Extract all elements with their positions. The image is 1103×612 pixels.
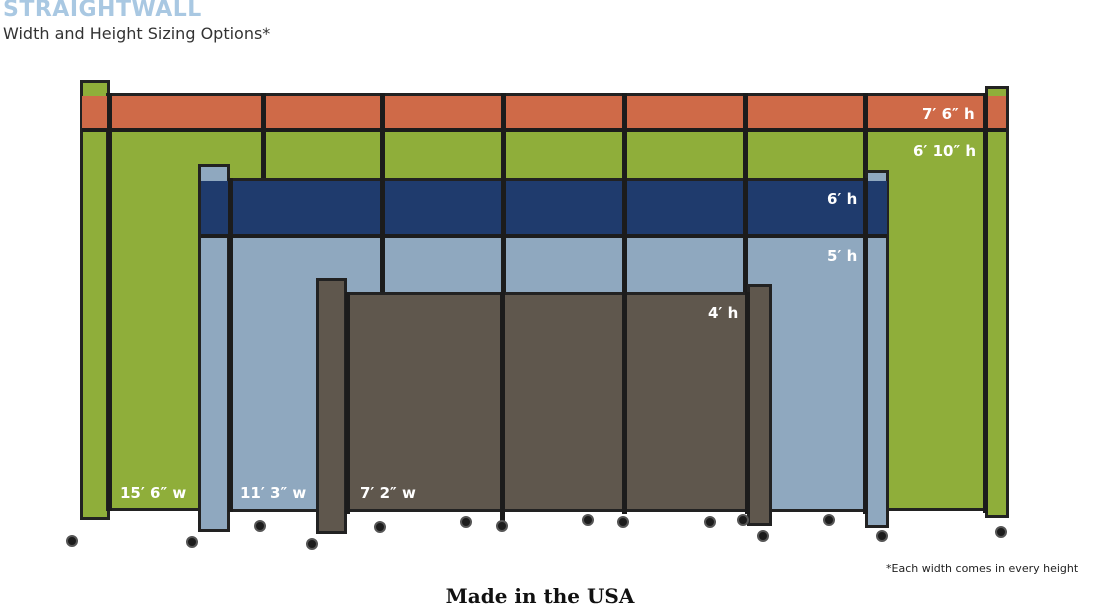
post <box>745 292 750 514</box>
height-label-4ft: 4′ h <box>708 304 739 322</box>
width-label-11ft3: 11′ 3″ w <box>240 484 307 502</box>
rail <box>201 234 887 238</box>
post <box>380 178 385 294</box>
made-in-usa: Made in the USA <box>445 584 635 608</box>
post <box>345 292 350 514</box>
caster-wheel <box>460 516 472 528</box>
height-label-6ft10: 6′ 10″ h <box>913 142 977 160</box>
brand-title: STRAIGHTWALL <box>3 0 202 22</box>
navy-extension-strip <box>201 181 887 236</box>
post <box>380 93 385 193</box>
rail <box>82 128 1006 132</box>
caster-wheel <box>617 516 629 528</box>
caster-wheel <box>704 516 716 528</box>
post <box>743 93 748 193</box>
caster-wheel <box>757 530 769 542</box>
caster-wheel <box>186 536 198 548</box>
height-label-7ft6: 7′ 6″ h <box>922 105 975 123</box>
caster-wheel <box>582 514 594 526</box>
post <box>622 292 627 514</box>
caster-wheel <box>995 526 1007 538</box>
caster-wheel <box>496 520 508 532</box>
post <box>863 178 868 514</box>
subtitle: Width and Height Sizing Options* <box>3 24 271 43</box>
caster-wheel <box>737 514 749 526</box>
large-wall-right-wing <box>985 86 1009 518</box>
post <box>622 178 627 294</box>
caster-wheel <box>66 535 78 547</box>
caster-wheel <box>876 530 888 542</box>
caster-wheel <box>374 521 386 533</box>
caster-wheel <box>823 514 835 526</box>
post <box>863 93 868 193</box>
post <box>501 93 506 193</box>
width-label-7ft2: 7′ 2″ w <box>360 484 416 502</box>
small-wall <box>344 292 750 512</box>
height-label-5ft: 5′ h <box>827 247 858 265</box>
post <box>261 93 266 193</box>
post <box>501 178 506 294</box>
post <box>983 93 988 513</box>
orange-extension-strip <box>82 96 1006 130</box>
post <box>107 93 112 511</box>
post <box>228 178 233 512</box>
post <box>500 292 505 522</box>
small-wall-left-wing <box>316 278 347 534</box>
large-wall-left-wing <box>80 80 110 520</box>
caster-wheel <box>306 538 318 550</box>
height-label-6ft: 6′ h <box>827 190 858 208</box>
footnote: *Each width comes in every height <box>886 562 1079 575</box>
post <box>743 178 748 294</box>
caster-wheel <box>254 520 266 532</box>
post <box>622 93 627 193</box>
width-label-15ft6: 15′ 6″ w <box>120 484 187 502</box>
small-wall-right-wing <box>747 284 772 526</box>
partition-illustration: 7′ 6″ h 6′ 10″ h 6′ h 5′ h 4′ h 15′ 6″ w… <box>66 80 1009 550</box>
